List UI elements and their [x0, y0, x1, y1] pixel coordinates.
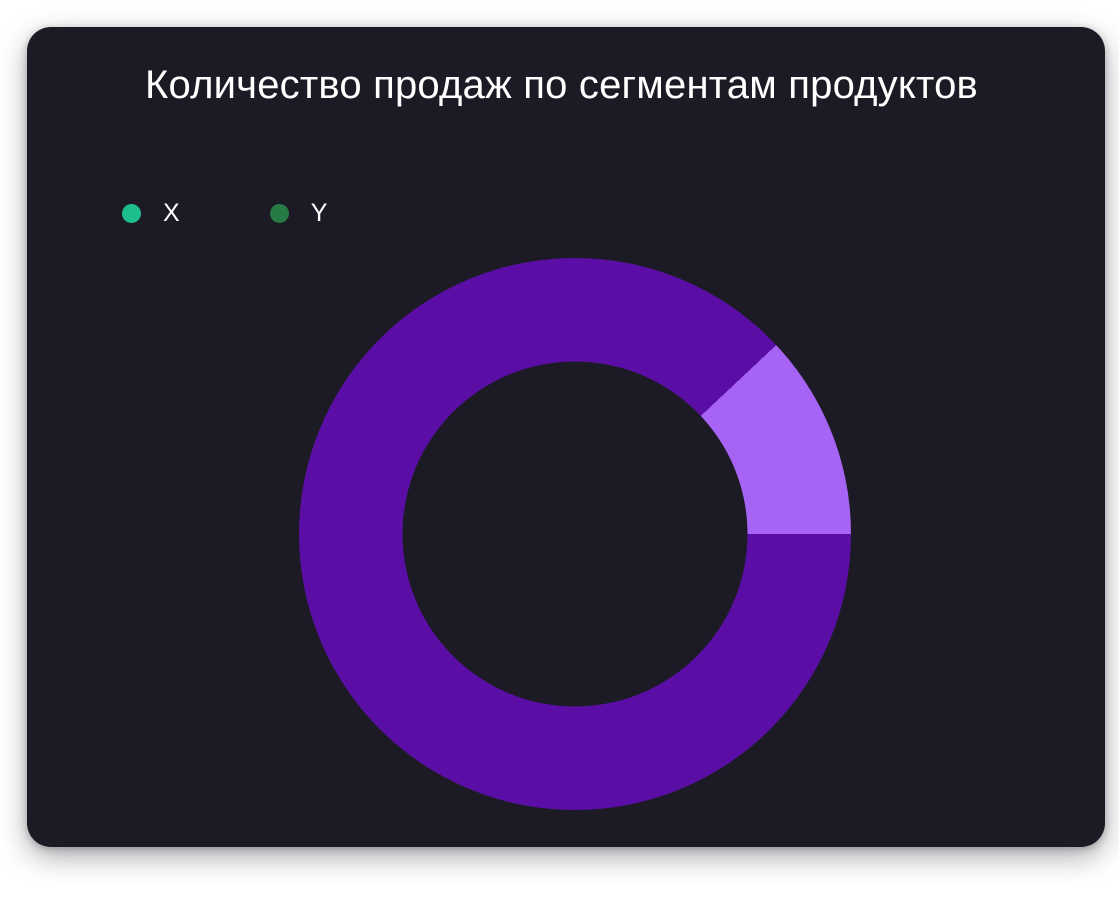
- chart-card: Количество продаж по сегментам продуктов…: [27, 27, 1105, 847]
- legend-label: X: [163, 199, 180, 227]
- legend-dot-icon: [122, 204, 141, 223]
- chart-title: Количество продаж по сегментам продуктов: [145, 63, 978, 107]
- chart-legend: X Y: [122, 199, 327, 228]
- legend-item-x[interactable]: X: [122, 199, 180, 228]
- legend-item-y[interactable]: Y: [269, 199, 328, 228]
- legend-label: Y: [310, 199, 328, 227]
- donut-hole: [402, 361, 748, 707]
- donut-ring[interactable]: [299, 258, 851, 810]
- legend-dot-icon: [269, 204, 289, 223]
- donut-chart[interactable]: [299, 258, 851, 810]
